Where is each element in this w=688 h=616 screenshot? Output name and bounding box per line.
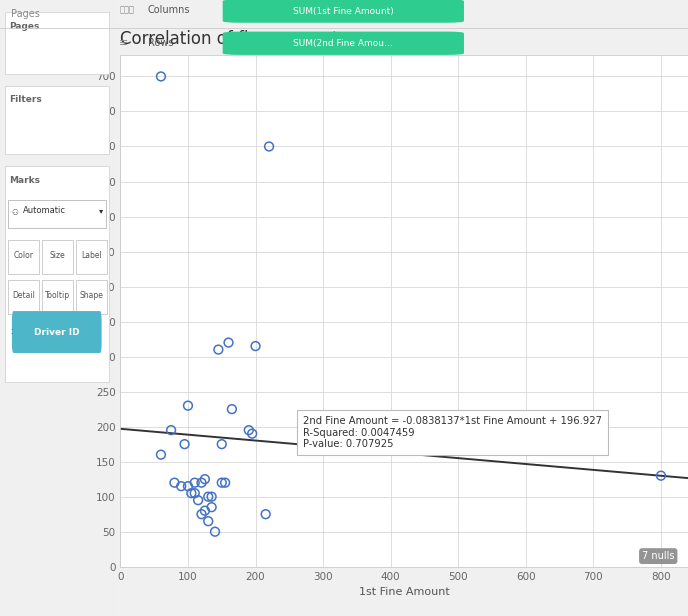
Point <box>656 471 667 480</box>
Text: 2nd Fine Amount = -0.0838137*1st Fine Amount + 196.927
R-Squared: 0.0047459
P-va: 2nd Fine Amount = -0.0838137*1st Fine Am… <box>303 416 602 449</box>
Point <box>169 478 180 488</box>
Text: ▾: ▾ <box>99 206 103 216</box>
Text: Pages: Pages <box>12 9 40 19</box>
Point <box>196 478 207 488</box>
Text: Pages: Pages <box>9 22 39 31</box>
Point <box>209 527 220 537</box>
Point <box>179 439 190 449</box>
Text: Filters: Filters <box>9 95 42 105</box>
FancyBboxPatch shape <box>8 280 39 314</box>
FancyBboxPatch shape <box>76 240 107 274</box>
Text: Color: Color <box>13 251 33 260</box>
Text: ≡: ≡ <box>119 38 129 48</box>
FancyBboxPatch shape <box>8 240 39 274</box>
Point <box>196 509 207 519</box>
FancyBboxPatch shape <box>5 166 109 382</box>
Point <box>203 492 214 501</box>
Text: ⚇: ⚇ <box>12 208 18 217</box>
Point <box>186 488 197 498</box>
Text: Detail: Detail <box>12 291 34 300</box>
Point <box>189 488 200 498</box>
Point <box>216 478 227 488</box>
FancyBboxPatch shape <box>12 311 102 353</box>
Point <box>203 516 214 526</box>
FancyBboxPatch shape <box>42 280 73 314</box>
Point <box>182 481 193 491</box>
Text: SUM(1st Fine Amount): SUM(1st Fine Amount) <box>293 7 394 15</box>
Point <box>206 492 217 501</box>
Y-axis label: 2nd Fine Amount: 2nd Fine Amount <box>80 264 90 359</box>
Point <box>206 502 217 512</box>
Point <box>193 495 204 505</box>
FancyBboxPatch shape <box>42 240 73 274</box>
Text: Label: Label <box>81 251 102 260</box>
Point <box>155 71 166 81</box>
Point <box>213 345 224 355</box>
Point <box>244 425 255 435</box>
Text: Columns: Columns <box>148 5 191 15</box>
Text: 7 nulls: 7 nulls <box>642 551 674 561</box>
Point <box>216 439 227 449</box>
Point <box>166 425 177 435</box>
Point <box>223 338 234 347</box>
Text: ⦙⦙⦙: ⦙⦙⦙ <box>119 6 134 15</box>
Text: Driver ID: Driver ID <box>34 328 80 336</box>
Text: Shape: Shape <box>79 291 103 300</box>
FancyBboxPatch shape <box>5 86 109 154</box>
Text: Rows: Rows <box>148 38 173 48</box>
Text: ⁚: ⁚ <box>10 329 12 335</box>
Point <box>250 341 261 351</box>
Text: Correlation of fine amounts: Correlation of fine amounts <box>120 30 347 48</box>
FancyBboxPatch shape <box>76 280 107 314</box>
Point <box>200 474 211 484</box>
X-axis label: 1st Fine Amount: 1st Fine Amount <box>359 587 449 597</box>
Point <box>226 404 237 414</box>
Text: Marks: Marks <box>9 176 40 185</box>
Text: Size: Size <box>50 251 65 260</box>
Point <box>189 478 200 488</box>
FancyBboxPatch shape <box>223 0 464 23</box>
Text: Tooltip: Tooltip <box>45 291 70 300</box>
Point <box>200 506 211 516</box>
FancyBboxPatch shape <box>8 200 105 228</box>
Text: Automatic: Automatic <box>23 206 66 216</box>
FancyBboxPatch shape <box>223 31 464 55</box>
Point <box>155 450 166 460</box>
Point <box>247 429 258 439</box>
Point <box>264 142 275 152</box>
Point <box>182 400 193 410</box>
Point <box>219 478 230 488</box>
Text: SUM(2nd Fine Amou...: SUM(2nd Fine Amou... <box>294 39 393 48</box>
Point <box>260 509 271 519</box>
Point <box>175 481 186 491</box>
FancyBboxPatch shape <box>5 12 109 74</box>
